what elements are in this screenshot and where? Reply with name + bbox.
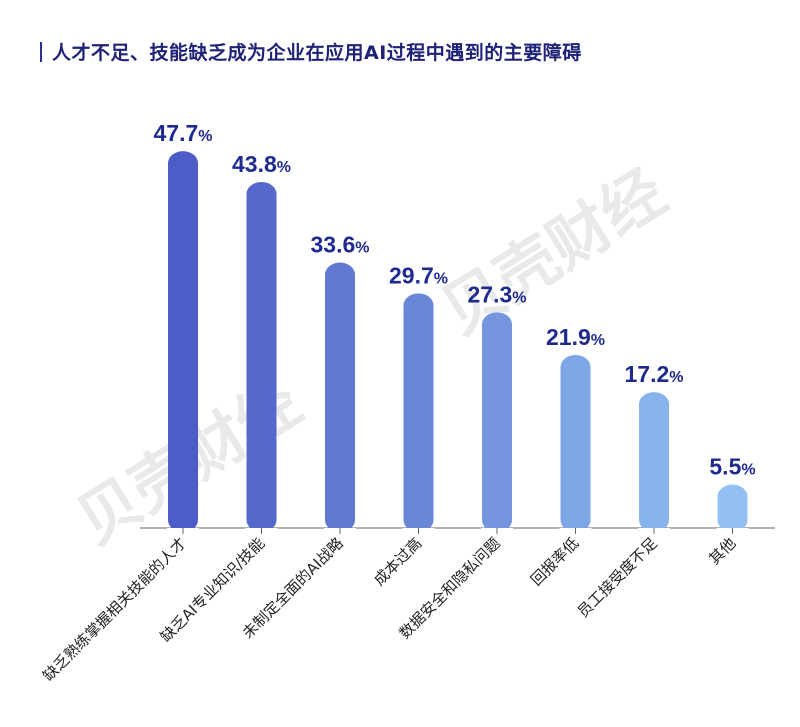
bar bbox=[717, 484, 748, 532]
bar bbox=[246, 181, 277, 533]
value-label: 21.9% bbox=[546, 324, 605, 350]
bar bbox=[168, 151, 198, 533]
bar bbox=[639, 392, 669, 532]
bar bbox=[325, 262, 355, 532]
value-label: 5.5% bbox=[709, 454, 755, 480]
title-row: 人才不足、技能缺乏成为企业在应用AI过程中遇到的主要障碍 bbox=[40, 38, 582, 65]
value-labels-group: 47.7% 43.8% 33.6% 29.7% 27.3% 21.9% 17.2% 5.5% bbox=[154, 120, 756, 479]
value-label: 43.8% bbox=[232, 151, 291, 177]
bar bbox=[560, 354, 591, 532]
category-label: 回报率低 bbox=[527, 534, 582, 589]
value-label: 27.3% bbox=[468, 281, 527, 307]
category-label: 员工接受度不足 bbox=[574, 534, 661, 621]
bar bbox=[482, 312, 512, 532]
ticks-group bbox=[182, 528, 733, 534]
value-label: 17.2% bbox=[625, 361, 684, 387]
value-label: 29.7% bbox=[389, 262, 448, 288]
category-label: 缺乏熟练掌握相关技能的人才 bbox=[39, 534, 190, 685]
watermark-text: 贝壳财经 bbox=[429, 155, 678, 348]
value-label: 47.7% bbox=[154, 120, 213, 146]
chart-title: 人才不足、技能缺乏成为企业在应用AI过程中遇到的主要障碍 bbox=[52, 42, 582, 64]
bar bbox=[403, 293, 434, 532]
category-label: 成本过高 bbox=[370, 534, 425, 589]
category-label: 其他 bbox=[705, 534, 739, 568]
value-label: 33.6% bbox=[311, 232, 370, 258]
title-accent-bar bbox=[40, 41, 42, 62]
